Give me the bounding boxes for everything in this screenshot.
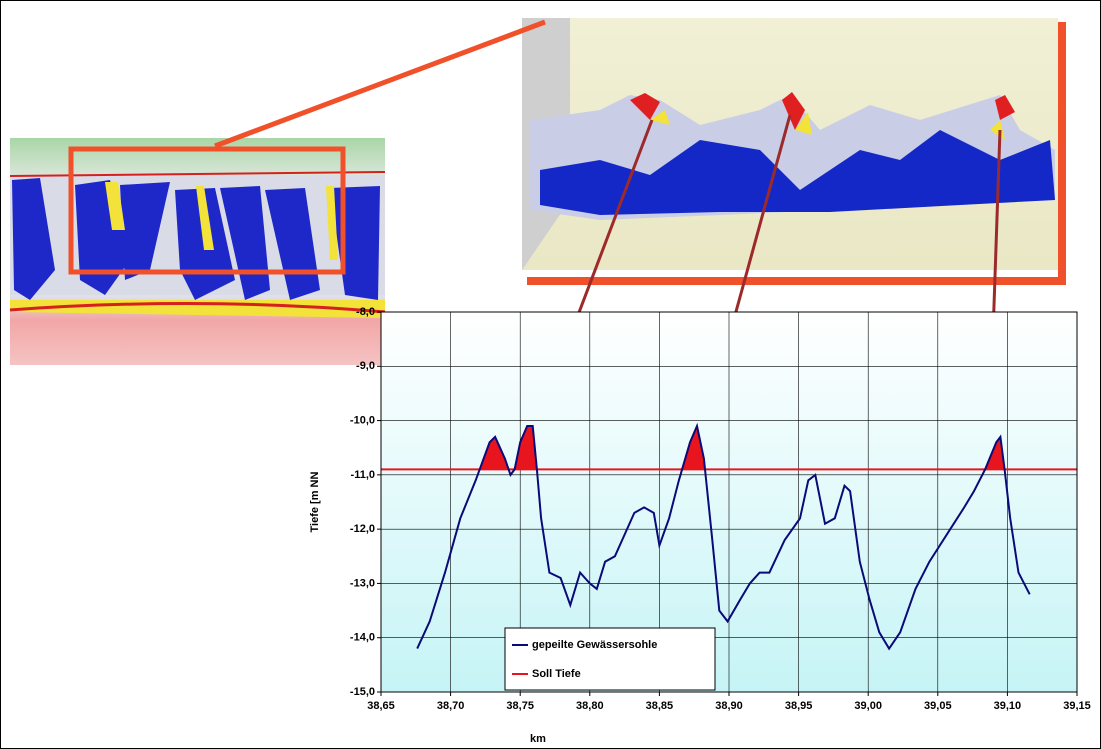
y-tick-label: -10,0 xyxy=(350,414,375,426)
legend-label: Soll Tiefe xyxy=(532,668,581,680)
y-tick-label: -9,0 xyxy=(356,360,375,372)
y-tick-label: -13,0 xyxy=(350,577,375,589)
x-tick-label: 39,05 xyxy=(924,700,952,712)
y-tick-label: -11,0 xyxy=(351,469,375,481)
y-tick-label: -12,0 xyxy=(350,523,375,535)
chart: km Tiefe [m NN gepeilte Gewässersohle Sol… xyxy=(0,0,1101,749)
x-tick-label: 38,80 xyxy=(576,700,604,712)
x-tick-label: 38,65 xyxy=(367,700,395,712)
legend: gepeilte Gewässersohle Soll Tiefe xyxy=(505,628,715,690)
terrain-3d-image xyxy=(522,18,1058,270)
x-tick-label: 38,75 xyxy=(506,700,534,712)
x-tick-label: 38,90 xyxy=(715,700,743,712)
x-tick-label: 39,00 xyxy=(854,700,882,712)
x-axis-label: km xyxy=(530,733,546,745)
y-tick-label: -8,0 xyxy=(356,306,375,318)
x-tick-label: 39,15 xyxy=(1063,700,1091,712)
legend-label: gepeilte Gewässersohle xyxy=(532,639,657,651)
y-axis-label: Tiefe [m NN xyxy=(309,471,321,532)
map-image xyxy=(10,138,385,365)
x-tick-label: 39,10 xyxy=(994,700,1022,712)
y-tick-label: -15,0 xyxy=(350,686,375,698)
x-tick-label: 38,70 xyxy=(437,700,465,712)
x-tick-label: 38,85 xyxy=(646,700,674,712)
y-tick-label: -14,0 xyxy=(350,632,375,644)
x-tick-label: 38,95 xyxy=(785,700,813,712)
